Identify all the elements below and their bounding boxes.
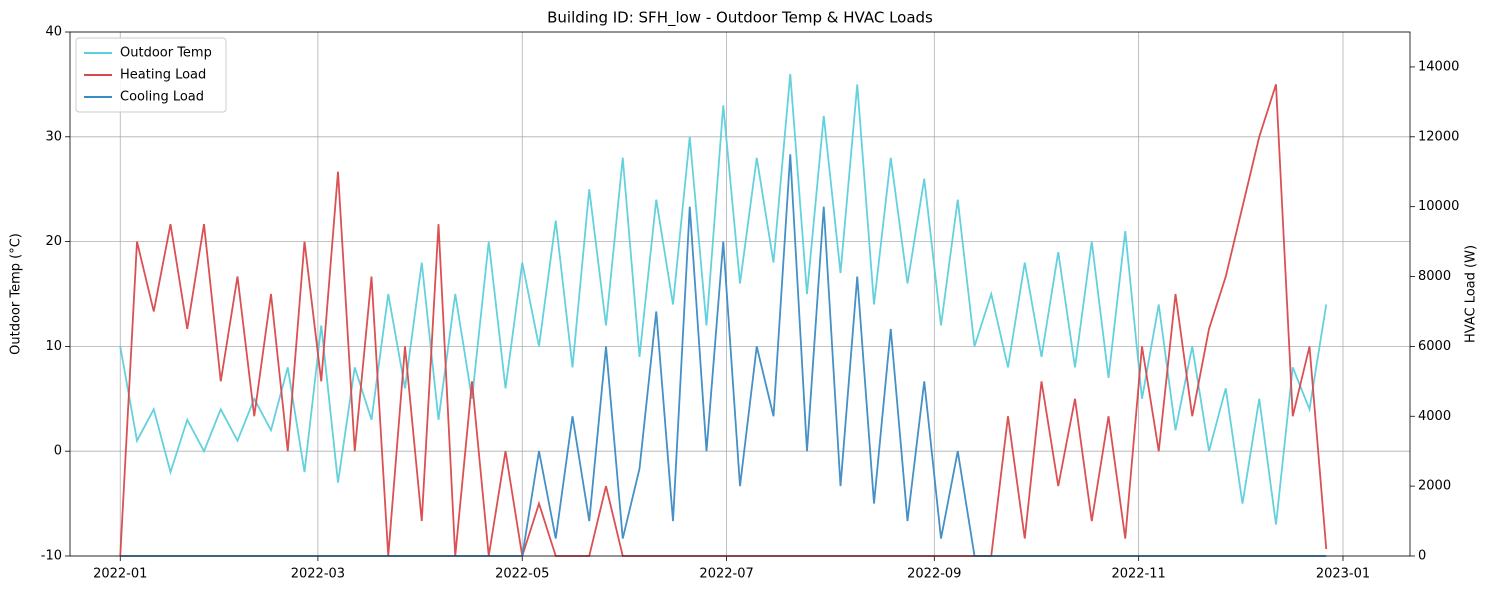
legend-label: Outdoor Temp bbox=[120, 46, 212, 61]
y-tick-label: 0 bbox=[54, 444, 62, 459]
series-line bbox=[119, 73, 1328, 525]
x-tick-label: 2022-05 bbox=[495, 567, 549, 582]
legend-label: Heating Load bbox=[120, 68, 206, 83]
y2-axis-label: HVAC Load (W) bbox=[1464, 245, 1479, 343]
y-tick-label: -10 bbox=[41, 549, 62, 564]
x-tick-label: 2022-03 bbox=[291, 567, 345, 582]
y-tick-label: 40 bbox=[45, 25, 62, 40]
chart-title: Building ID: SFH_low - Outdoor Temp & HV… bbox=[547, 9, 933, 28]
y2-tick-label: 14000 bbox=[1418, 59, 1459, 74]
x-tick-label: 2023-01 bbox=[1316, 567, 1370, 582]
y2-tick-label: 4000 bbox=[1418, 409, 1451, 424]
y2-tick-label: 12000 bbox=[1418, 129, 1459, 144]
plot-frame bbox=[69, 31, 1411, 557]
legend-label: Cooling Load bbox=[120, 90, 204, 105]
y-tick-label: 10 bbox=[45, 339, 62, 354]
y2-tick-label: 10000 bbox=[1418, 199, 1459, 214]
legend-box bbox=[75, 37, 227, 113]
x-tick-label: 2022-01 bbox=[93, 567, 147, 582]
y2-tick-label: 6000 bbox=[1418, 339, 1451, 354]
series-line bbox=[119, 84, 1328, 557]
series-line bbox=[120, 154, 1327, 557]
y2-tick-label: 8000 bbox=[1418, 269, 1451, 284]
y2-tick-label: 2000 bbox=[1418, 479, 1451, 494]
x-tick-label: 2022-09 bbox=[907, 567, 961, 582]
y-tick-label: 20 bbox=[45, 234, 62, 249]
y-axis-label: Outdoor Temp (°C) bbox=[9, 233, 24, 355]
y2-tick-label: 0 bbox=[1418, 549, 1426, 564]
x-tick-label: 2022-07 bbox=[699, 567, 753, 582]
x-tick-label: 2022-11 bbox=[1111, 567, 1165, 582]
y-tick-label: 30 bbox=[45, 129, 62, 144]
